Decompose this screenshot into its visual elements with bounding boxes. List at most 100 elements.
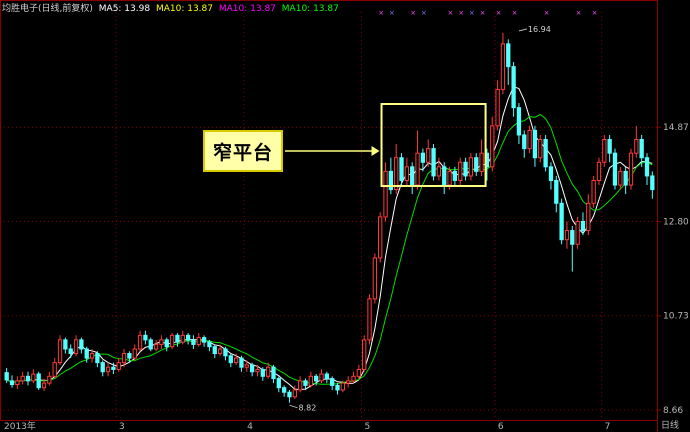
candle-body: [281, 387, 287, 393]
candle-body: [607, 139, 612, 154]
candle: [575, 216, 580, 249]
candle: [410, 162, 415, 195]
candle: [324, 371, 329, 384]
candle-body: [137, 334, 143, 350]
event-marker: ×: [421, 9, 427, 17]
candle: [185, 333, 191, 345]
candle: [228, 353, 233, 368]
candle-body: [527, 129, 532, 150]
candle-body: [356, 368, 362, 377]
candle: [458, 157, 463, 186]
candle: [281, 385, 287, 397]
candle-body: [228, 355, 233, 364]
axes: 14.87 12.80 10.73 8.66 2013年 3 4 5 6 7 日线: [0, 123, 689, 432]
candle: [239, 355, 244, 372]
candle: [169, 333, 175, 349]
candle-body: [47, 375, 52, 384]
candle: [399, 153, 404, 186]
candle-body: [388, 170, 394, 191]
candle: [532, 125, 538, 167]
candle-body: [548, 166, 554, 181]
candle-body: [394, 157, 399, 191]
candle-body: [79, 339, 84, 350]
candle-body: [185, 334, 191, 341]
candle-body: [442, 166, 447, 186]
candle: [628, 148, 634, 190]
candle: [314, 374, 319, 386]
candle: [452, 166, 458, 186]
candle-body: [522, 134, 527, 150]
candle: [591, 175, 596, 208]
candle-body: [111, 366, 116, 370]
candle-body: [538, 139, 543, 159]
candle: [95, 351, 100, 368]
candle-body: [628, 152, 634, 186]
candle-body: [447, 170, 452, 186]
ma10-line: [6, 113, 653, 385]
candle-body: [564, 230, 570, 241]
candle: [255, 364, 260, 377]
candle-body: [404, 166, 410, 181]
candle: [490, 116, 495, 172]
candle: [522, 130, 527, 158]
candle: [105, 362, 111, 377]
candle-body: [244, 364, 249, 368]
candle: [340, 380, 345, 393]
candle-body: [335, 384, 340, 391]
candle: [111, 362, 116, 375]
candle-body: [618, 170, 623, 186]
annotation-label: 窄平台: [203, 130, 283, 172]
candle: [372, 253, 378, 304]
candle-body: [314, 375, 319, 382]
annotation-value: 16.94: [528, 25, 551, 34]
candle-body: [73, 339, 79, 355]
candle-body: [159, 339, 164, 345]
event-marker: ×: [458, 9, 464, 17]
candle-body: [95, 353, 100, 364]
candle-body: [650, 175, 655, 191]
candle-body: [15, 380, 20, 385]
candle: [84, 346, 89, 363]
candle: [164, 337, 169, 352]
candle: [271, 364, 276, 384]
candle-body: [330, 378, 335, 386]
event-marker: ×: [480, 9, 486, 17]
candle: [500, 32, 506, 94]
candle: [538, 134, 543, 163]
candle: [319, 369, 324, 384]
candle-body: [196, 337, 201, 345]
candle: [527, 125, 532, 154]
ma5-line: [6, 86, 653, 391]
candle: [554, 175, 559, 213]
candle: [463, 157, 468, 181]
candle-body: [490, 125, 495, 168]
annotation-value: 8.82: [298, 404, 316, 413]
candle-body: [9, 380, 15, 385]
candle-body: [367, 298, 372, 341]
candle: [356, 364, 362, 379]
candle: [31, 369, 36, 384]
candle-body: [532, 129, 538, 159]
candle: [79, 337, 84, 354]
event-marker: ×: [496, 9, 502, 17]
candle: [201, 335, 207, 347]
event-marker: ×: [469, 9, 475, 17]
candle: [468, 153, 474, 181]
candle: [596, 157, 602, 186]
candle: [143, 330, 148, 345]
narrow-platform-box: [285, 103, 487, 187]
candle-body: [511, 66, 516, 109]
candle: [308, 371, 313, 388]
candle-body: [132, 348, 137, 359]
price-annotations: × × × × × × × × × × × × × 16.94 8.82: [289, 9, 598, 413]
candle-body: [623, 170, 628, 186]
candle: [559, 198, 564, 245]
candle: [602, 134, 607, 167]
candle-body: [506, 43, 511, 68]
moving-average-lines: [6, 86, 653, 391]
ma-label: MA10: 13.87: [155, 4, 213, 14]
period-label: 日线: [661, 419, 679, 431]
x-tick-label: 3: [119, 422, 125, 432]
candle-body: [4, 372, 9, 381]
event-marker: ×: [512, 9, 518, 17]
